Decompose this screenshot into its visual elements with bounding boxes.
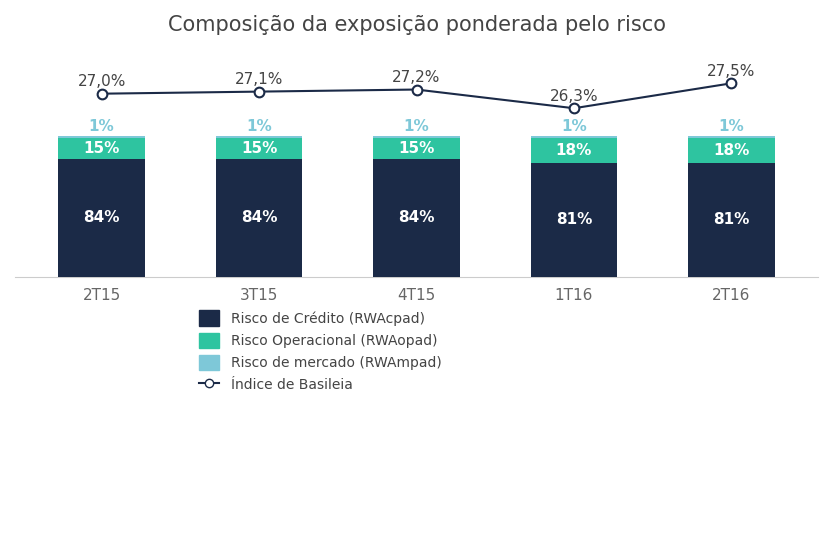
Text: 81%: 81% <box>556 212 592 227</box>
Text: 15%: 15% <box>241 140 277 155</box>
Text: 27,0%: 27,0% <box>77 75 126 90</box>
Text: 1%: 1% <box>719 119 744 134</box>
Bar <box>216 136 302 138</box>
Text: 15%: 15% <box>398 140 435 155</box>
Text: 18%: 18% <box>713 143 750 158</box>
Bar <box>531 138 617 163</box>
Text: 18%: 18% <box>556 143 592 158</box>
Bar <box>688 136 775 138</box>
Text: 84%: 84% <box>241 210 277 225</box>
Text: 27,1%: 27,1% <box>235 72 283 87</box>
Bar <box>373 159 460 276</box>
Bar <box>688 163 775 276</box>
Text: 81%: 81% <box>713 212 750 227</box>
Bar <box>58 136 145 138</box>
Text: 1%: 1% <box>404 119 429 134</box>
Text: 1%: 1% <box>247 119 272 134</box>
Text: 26,3%: 26,3% <box>550 89 598 104</box>
Bar <box>373 136 460 138</box>
Text: 15%: 15% <box>83 140 120 155</box>
Bar <box>688 138 775 163</box>
Text: 1%: 1% <box>561 119 586 134</box>
Text: 84%: 84% <box>398 210 435 225</box>
Bar <box>531 136 617 138</box>
Text: 27,5%: 27,5% <box>707 64 756 79</box>
Text: 1%: 1% <box>89 119 114 134</box>
Text: 27,2%: 27,2% <box>392 70 441 85</box>
Bar <box>531 163 617 276</box>
Legend: Risco de Crédito (RWAcpad), Risco Operacional (RWAopad), Risco de mercado (RWAmp: Risco de Crédito (RWAcpad), Risco Operac… <box>198 310 441 392</box>
Bar <box>58 159 145 276</box>
Bar <box>216 159 302 276</box>
Text: 84%: 84% <box>83 210 120 225</box>
Bar <box>58 138 145 159</box>
Bar <box>373 138 460 159</box>
Bar <box>216 138 302 159</box>
Title: Composição da exposição ponderada pelo risco: Composição da exposição ponderada pelo r… <box>167 15 666 35</box>
